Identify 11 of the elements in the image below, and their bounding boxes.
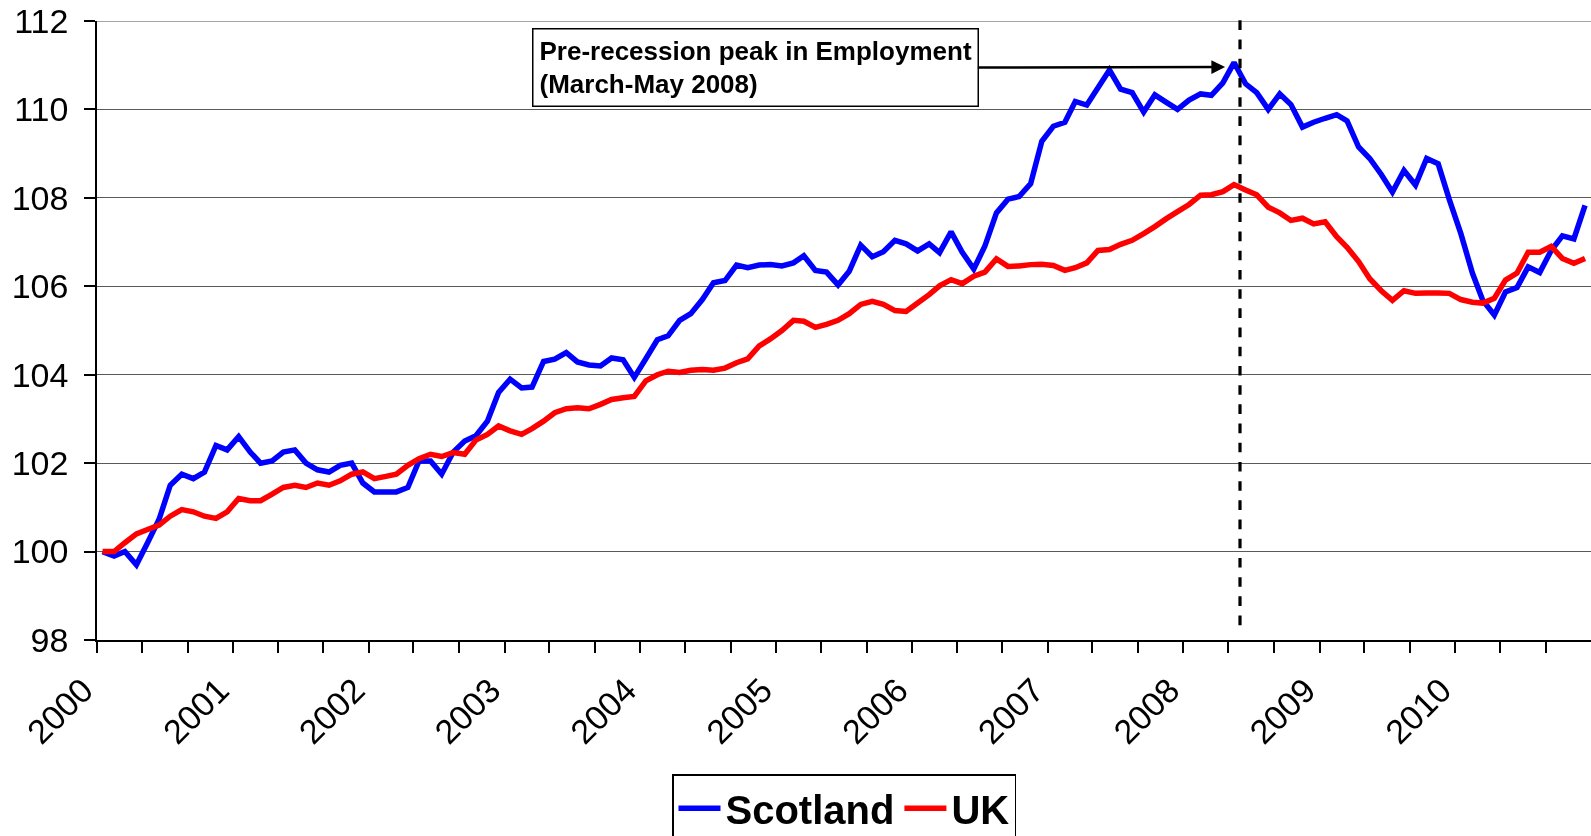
legend-label: Scotland (725, 787, 895, 832)
y-tick-label: 108 (11, 178, 69, 217)
y-tick-label: 104 (11, 355, 69, 394)
y-tick-label: 110 (14, 90, 69, 129)
y-tick-label: 102 (11, 444, 69, 483)
y-tick-label: 106 (11, 267, 69, 306)
y-tick-label: 100 (11, 532, 69, 571)
annotation: Pre-recession peak in Employment (March-May 2008) (539, 35, 972, 100)
y-tick-label: 112 (14, 1, 69, 40)
y-tick-label: 98 (30, 620, 69, 659)
legend-label: UK (951, 787, 1010, 832)
